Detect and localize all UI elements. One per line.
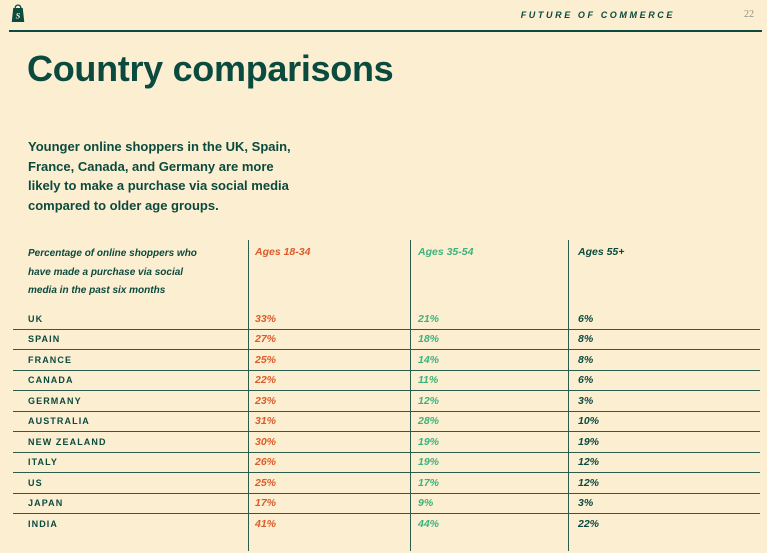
value-ages-35-54: 17% <box>418 476 440 489</box>
value-ages-35-54: 14% <box>418 353 440 366</box>
value-ages-55plus: 6% <box>578 374 594 387</box>
svg-text:S: S <box>16 11 21 21</box>
value-ages-18-34: 17% <box>255 497 277 510</box>
value-ages-55plus: 8% <box>578 333 594 346</box>
table-row: UK 33% 21% 6% <box>13 309 760 330</box>
column-divider <box>410 240 411 551</box>
table-row: ITALY 26% 19% 12% <box>13 453 760 473</box>
intro-line: likely to make a purchase via social med… <box>28 178 289 193</box>
column-header-ages-35-54: Ages 35-54 <box>418 246 474 258</box>
value-ages-18-34: 25% <box>255 353 277 366</box>
value-ages-55plus: 10% <box>578 415 600 428</box>
value-ages-35-54: 11% <box>418 374 439 387</box>
table-row: AUSTRALIA 31% 28% 10% <box>13 412 760 432</box>
value-ages-35-54: 44% <box>418 518 440 531</box>
table-row: FRANCE 25% 14% 8% <box>13 350 760 371</box>
table-row: JAPAN 17% 9% 3% <box>13 494 760 514</box>
column-divider <box>568 240 569 551</box>
page-number: 22 <box>744 9 754 20</box>
page-title: Country comparisons <box>27 48 394 89</box>
value-ages-18-34: 27% <box>255 333 277 346</box>
table-row: US 25% 17% 12% <box>13 473 760 494</box>
table-description: Percentage of online shoppers who have m… <box>13 240 248 309</box>
intro-line: compared to older age groups. <box>28 197 219 213</box>
value-ages-55plus: 3% <box>578 394 594 407</box>
table-rows: UK 33% 21% 6% SPAIN 27% 18% 8% FRANCE 25% 14% 8% CAN… <box>13 309 760 535</box>
table-row: SPAIN 27% 18% 8% <box>13 330 760 350</box>
shopify-bag-icon: S <box>10 4 26 28</box>
comparison-table: Percentage of online shoppers who have m… <box>13 240 760 551</box>
country-label: FRANCE <box>28 354 73 365</box>
value-ages-35-54: 19% <box>418 435 440 448</box>
description-line: have made a purchase via social <box>28 266 184 278</box>
column-header-ages-55plus: Ages 55+ <box>578 246 625 258</box>
value-ages-55plus: 19% <box>578 435 600 448</box>
country-label: ITALY <box>28 457 59 468</box>
table-row: INDIA 41% 44% 22% <box>13 514 760 535</box>
value-ages-18-34: 25% <box>255 476 277 489</box>
value-ages-35-54: 21% <box>418 312 440 325</box>
country-label: US <box>28 477 43 488</box>
table-row: NEW ZEALAND 30% 19% 19% <box>13 432 760 453</box>
intro-text: Younger online shoppers in the UK, Spain… <box>28 137 291 215</box>
value-ages-35-54: 12% <box>418 394 440 407</box>
country-label: UK <box>28 313 44 324</box>
value-ages-55plus: 12% <box>578 476 600 489</box>
value-ages-35-54: 28% <box>418 415 440 428</box>
table-header: Percentage of online shoppers who have m… <box>13 240 760 309</box>
country-label: NEW ZEALAND <box>28 436 107 447</box>
value-ages-18-34: 26% <box>255 456 277 469</box>
value-ages-35-54: 18% <box>418 333 440 346</box>
country-label: GERMANY <box>28 395 82 406</box>
value-ages-35-54: 19% <box>418 456 440 469</box>
value-ages-55plus: 8% <box>578 353 594 366</box>
value-ages-35-54: 9% <box>418 497 434 510</box>
intro-line: Younger online shoppers in the UK, Spain… <box>28 139 291 154</box>
country-label: AUSTRALIA <box>28 416 90 427</box>
column-header-ages-18-34: Ages 18-34 <box>255 246 311 258</box>
table-row: CANADA 22% 11% 6% <box>13 371 760 391</box>
country-label: CANADA <box>28 375 74 386</box>
value-ages-18-34: 31% <box>255 415 277 428</box>
table-row: GERMANY 23% 12% 3% <box>13 391 760 412</box>
value-ages-55plus: 12% <box>578 456 600 469</box>
description-line: Percentage of online shoppers who <box>28 248 197 259</box>
country-label: INDIA <box>28 519 58 530</box>
value-ages-55plus: 22% <box>578 518 600 531</box>
description-line: media in the past six months <box>28 285 166 296</box>
value-ages-18-34: 23% <box>255 394 277 407</box>
value-ages-55plus: 3% <box>578 497 594 510</box>
value-ages-18-34: 22% <box>255 374 277 387</box>
country-label: JAPAN <box>28 498 64 509</box>
header-divider <box>9 30 762 32</box>
country-label: SPAIN <box>28 334 61 345</box>
value-ages-55plus: 6% <box>578 312 594 325</box>
value-ages-18-34: 30% <box>255 435 277 448</box>
value-ages-18-34: 41% <box>255 518 277 531</box>
report-brand: FUTURE OF COMMERCE <box>520 10 675 20</box>
intro-line: France, Canada, and Germany are more <box>28 158 274 174</box>
value-ages-18-34: 33% <box>255 312 277 325</box>
column-divider <box>248 240 249 551</box>
